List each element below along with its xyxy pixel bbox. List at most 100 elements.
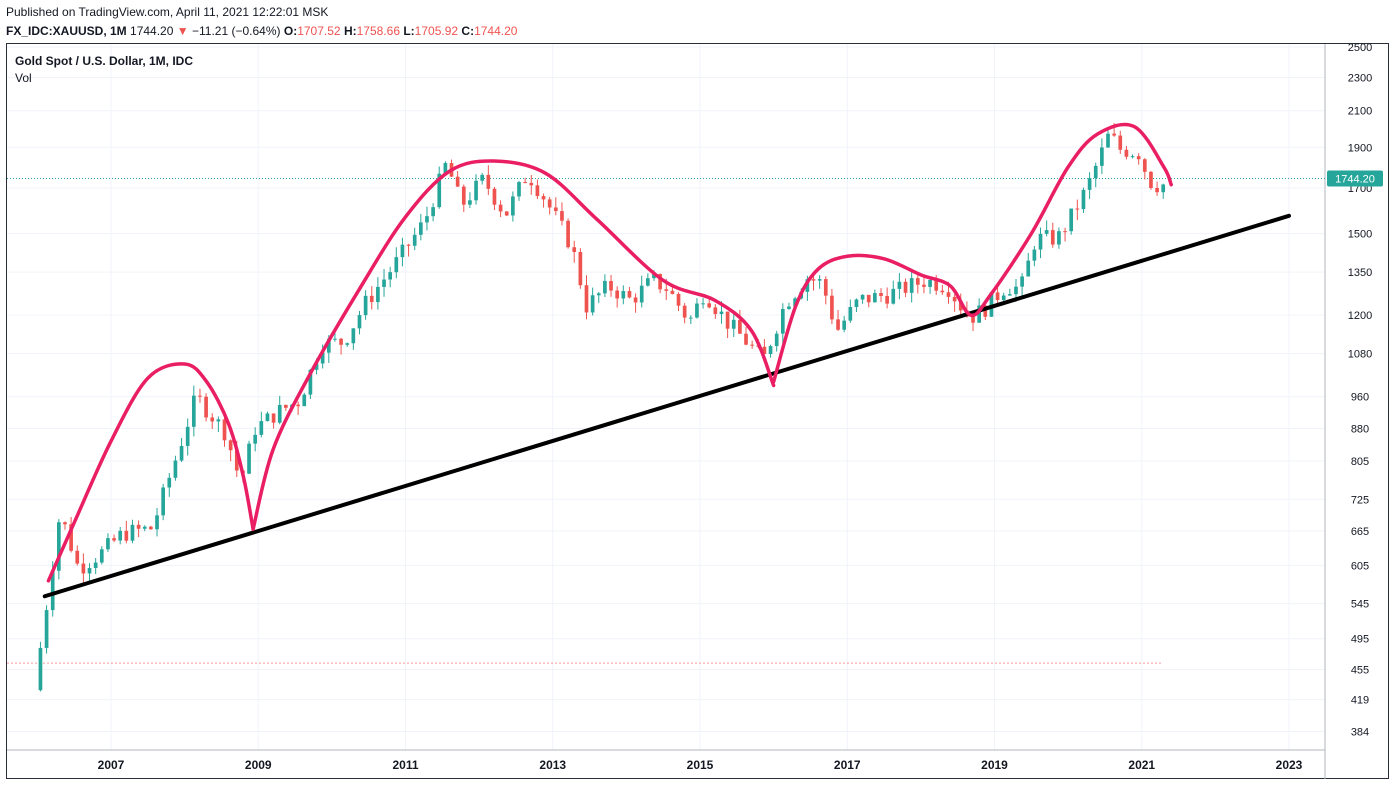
candle-body [1081, 189, 1086, 210]
candle-body [400, 244, 405, 258]
candle-body [38, 647, 43, 691]
candle-body [995, 292, 1000, 300]
candle-body [1014, 286, 1018, 295]
candle-body [234, 450, 239, 471]
candle-body [1130, 156, 1135, 158]
candle-body [369, 295, 374, 303]
candle-body [222, 419, 227, 441]
y-tick-label: 545 [1351, 599, 1369, 611]
symbol-label[interactable]: FX_IDC:XAUUSD, 1M [6, 24, 127, 38]
candle-body [296, 404, 300, 407]
candle-body [130, 524, 135, 541]
change-value: −11.21 (−0.64%) [192, 24, 281, 38]
candle-body [744, 333, 748, 345]
chart-header: Published on TradingView.com, April 11, … [6, 5, 517, 40]
candle-body [572, 247, 577, 252]
candle-body [584, 285, 589, 313]
candle-body [566, 220, 570, 248]
candle-body [731, 319, 736, 329]
candle-body [1087, 178, 1092, 190]
candle-body [517, 182, 521, 197]
candle-body [1106, 133, 1110, 148]
support-trendline [42, 213, 1291, 599]
candle-body [873, 293, 877, 303]
y-tick-label: 2500 [1348, 42, 1372, 54]
candle-body [1093, 165, 1098, 179]
candle-body [1155, 188, 1159, 193]
x-tick-label: 2017 [834, 758, 861, 772]
candle-body [658, 274, 662, 290]
candle-body [511, 196, 515, 216]
candle-body [1032, 249, 1037, 261]
candle-body [271, 413, 276, 423]
candle-body [830, 295, 834, 320]
candle-body [1026, 260, 1031, 277]
candle-body [977, 305, 982, 323]
candle-body [823, 279, 828, 296]
open-label: O: [283, 24, 298, 38]
candle-body [1124, 149, 1129, 157]
y-tick-label: 1350 [1348, 267, 1372, 279]
candle-body [866, 294, 871, 303]
cup-arc-drawing [251, 159, 776, 531]
candle-body [486, 174, 491, 189]
candle-body [418, 222, 423, 235]
chart-frame[interactable] [6, 43, 1389, 779]
candle-body [603, 280, 607, 294]
candle-body [940, 290, 945, 293]
candle-body [1020, 276, 1024, 287]
candle-body [971, 316, 975, 323]
close-value: 1744.20 [474, 24, 518, 38]
y-tick-label: 455 [1351, 665, 1369, 677]
candle-body [210, 417, 215, 422]
candle-body [1038, 233, 1043, 250]
candle-body [903, 281, 908, 293]
y-tick-label: 419 [1351, 695, 1369, 707]
candle-body [247, 443, 251, 474]
candle-body [989, 292, 994, 317]
volume-label[interactable]: Vol [15, 71, 32, 85]
candle-body [431, 207, 435, 217]
candle-body [253, 434, 258, 444]
candle-body [1063, 231, 1067, 233]
y-tick-label: 960 [1351, 392, 1369, 404]
candle-body [314, 363, 319, 370]
candle-body [1057, 231, 1061, 245]
candle-body [87, 567, 92, 574]
candle-body [590, 295, 595, 313]
candle-body [670, 290, 675, 294]
candle-body [780, 308, 785, 334]
candle-body [63, 522, 67, 525]
candle-body [915, 278, 920, 285]
candle-body [161, 487, 165, 516]
candle-body [155, 515, 159, 530]
candle-body [376, 286, 380, 303]
candle-body [412, 234, 417, 246]
candle-body [1149, 171, 1153, 189]
candle-body [302, 394, 307, 407]
candle-body [854, 299, 859, 308]
candle-body [277, 404, 282, 423]
candle-body [842, 320, 847, 330]
y-tick-label: 384 [1351, 727, 1369, 739]
candle-body [179, 445, 184, 461]
candle-body [382, 279, 386, 287]
series-legend: Gold Spot / U.S. Dollar, 1M, IDC Vol [15, 54, 193, 87]
candle-body [357, 315, 362, 329]
candle-body [578, 251, 583, 286]
candle-body [69, 524, 73, 551]
x-tick-label: 2023 [1276, 758, 1303, 772]
candle-body [676, 293, 681, 306]
candle-body [621, 291, 626, 299]
candle-body [474, 180, 478, 201]
candle-body [191, 395, 196, 427]
y-tick-label: 880 [1351, 423, 1369, 435]
candle-body [136, 524, 141, 529]
candle-body [1161, 184, 1166, 193]
low-label: L: [403, 24, 415, 38]
series-title[interactable]: Gold Spot / U.S. Dollar, 1M, IDC [15, 54, 194, 68]
candle-body [1100, 147, 1104, 166]
candle-body [725, 311, 730, 329]
candle-body [198, 395, 202, 397]
